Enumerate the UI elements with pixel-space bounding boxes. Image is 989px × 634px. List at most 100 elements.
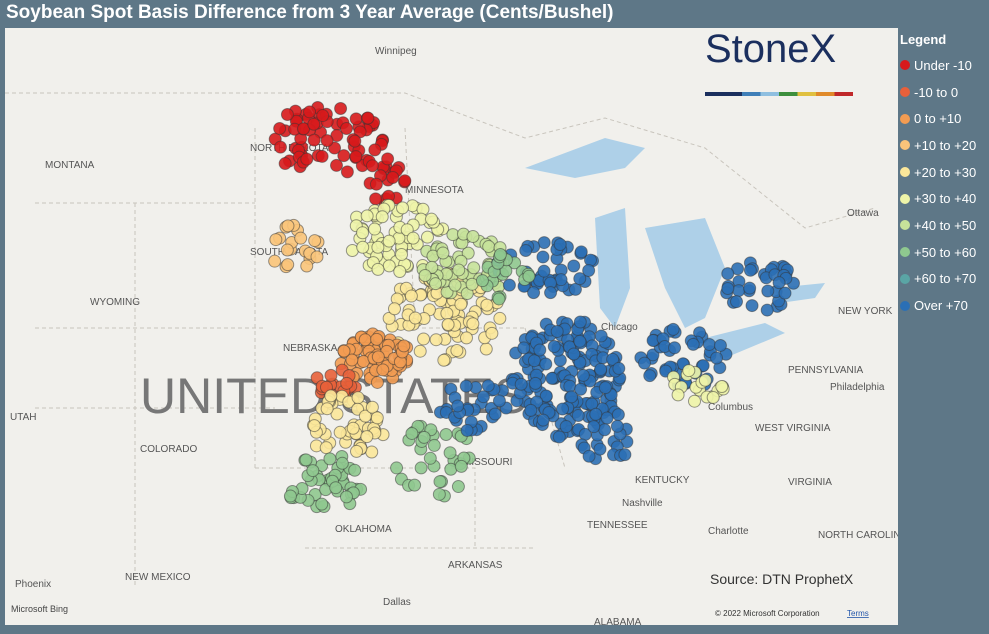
provider: Microsoft Bing [11, 604, 68, 614]
location-dot [688, 394, 702, 408]
location-dot [440, 306, 454, 320]
location-dot [424, 212, 438, 226]
location-dot [316, 109, 330, 123]
location-dot [299, 453, 313, 467]
location-dot [375, 210, 389, 224]
location-dot [537, 264, 551, 278]
location-dot [598, 381, 612, 395]
legend-swatch [900, 60, 910, 71]
place-label: Winnipeg [375, 46, 417, 57]
location-dot [573, 272, 587, 286]
location-dot [371, 262, 385, 276]
location-dot [429, 277, 443, 291]
location-dot [522, 269, 536, 283]
location-dot [319, 441, 333, 455]
location-dot [556, 402, 570, 416]
location-dot [414, 461, 428, 475]
legend-swatch [900, 193, 910, 204]
legend-item[interactable]: -10 to 0 [900, 79, 976, 106]
location-dot [778, 286, 792, 300]
location-dot [698, 373, 712, 387]
legend-item[interactable]: 0 to +10 [900, 105, 976, 132]
location-dot [459, 331, 473, 345]
location-dot [598, 423, 612, 437]
legend-label: +50 to +60 [914, 244, 977, 260]
location-dot [280, 108, 294, 122]
logo-bar [816, 92, 835, 96]
location-dot [393, 264, 407, 278]
location-dot [454, 459, 468, 473]
legend-item[interactable]: +40 to +50 [900, 212, 976, 239]
location-dot [308, 234, 322, 248]
location-dot [638, 356, 652, 370]
legend-item[interactable]: +50 to +60 [900, 239, 976, 266]
logo-bar [834, 92, 853, 96]
location-dot [441, 317, 455, 331]
legend-title: Legend [900, 32, 947, 47]
place-label: ALABAMA [594, 617, 642, 625]
location-dot [612, 361, 626, 375]
location-dot [307, 133, 321, 147]
location-dot [454, 297, 468, 311]
location-dot [371, 350, 385, 364]
place-label: NEBRASKA [283, 343, 338, 354]
place-label: MINNESOTA [405, 185, 464, 196]
location-dot [423, 451, 437, 465]
location-dot [432, 487, 446, 501]
title: Soybean Spot Basis Difference from 3 Yea… [6, 2, 614, 23]
location-dot [340, 376, 354, 390]
location-dot [417, 430, 431, 444]
location-dot [466, 317, 480, 331]
place-label: PENNSYLVANIA [788, 365, 864, 376]
legend-label: -10 to 0 [914, 84, 959, 100]
location-dot [527, 286, 541, 300]
location-dot [350, 444, 364, 458]
location-dot [611, 408, 625, 422]
legend-item[interactable]: Over +70 [900, 292, 976, 319]
location-dot [574, 382, 588, 396]
location-dot [315, 497, 329, 511]
location-dot [493, 247, 507, 261]
location-dot [492, 292, 506, 306]
legend-item[interactable]: +20 to +30 [900, 159, 976, 186]
location-dot [610, 419, 624, 433]
location-dot [369, 177, 383, 191]
location-dot [273, 140, 287, 154]
location-dot [303, 105, 317, 119]
location-dot [356, 240, 370, 254]
location-dot [404, 289, 418, 303]
legend-item[interactable]: +60 to +70 [900, 266, 976, 293]
place-label: OKLAHOMA [335, 524, 392, 535]
location-dot [360, 209, 374, 223]
terms-link[interactable]: Terms [847, 609, 869, 618]
legend-swatch [900, 167, 910, 178]
location-dot [582, 263, 596, 277]
location-dot [330, 407, 344, 421]
location-dot [334, 101, 348, 115]
legend-item[interactable]: +10 to +20 [900, 132, 976, 159]
location-dot [351, 391, 365, 405]
location-dot [307, 419, 321, 433]
location-dot [493, 311, 507, 325]
location-dot [340, 165, 354, 179]
location-dot [550, 324, 564, 338]
location-dot [671, 388, 685, 402]
location-dot [439, 427, 453, 441]
place-label: Chicago [601, 322, 638, 333]
place-label: MISSOURI [463, 457, 512, 468]
location-dot [666, 322, 680, 336]
location-dot [479, 342, 493, 356]
location-dot [307, 117, 321, 131]
legend-item[interactable]: +30 to +40 [900, 185, 976, 212]
location-dot [387, 302, 401, 316]
lakes [525, 138, 825, 358]
logo-bar [779, 92, 798, 96]
logo-bar [760, 92, 779, 96]
place-label: MONTANA [45, 160, 95, 171]
location-dot [452, 263, 466, 277]
location-dot [433, 475, 447, 489]
legend-item[interactable]: Under -10 [900, 52, 976, 79]
legend-swatch [900, 247, 910, 258]
location-dot [406, 231, 420, 245]
